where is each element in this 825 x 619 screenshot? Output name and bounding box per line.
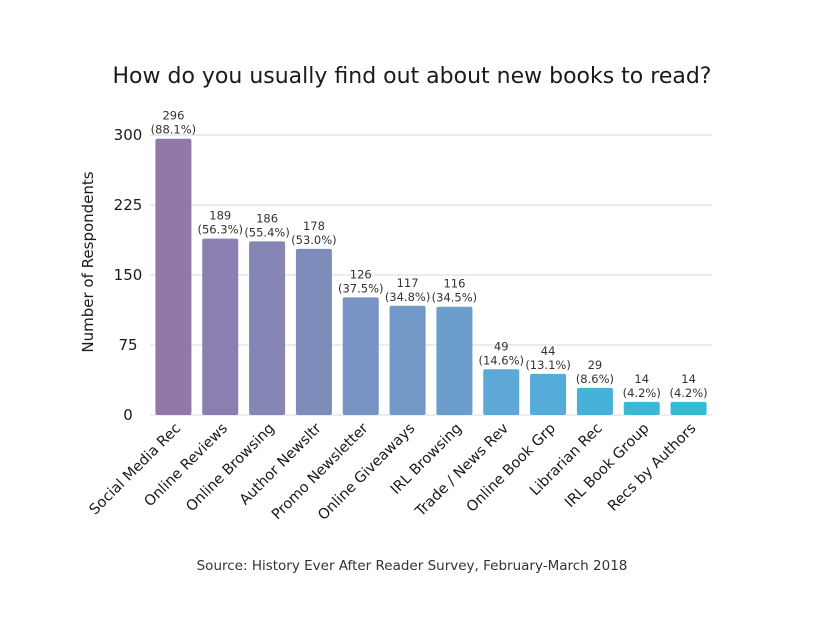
data-labels: 296(88.1%) 189(56.3%) 186(55.4%) 178(53.0%)… xyxy=(151,109,708,400)
x-tick-label: Online Browsing xyxy=(183,421,278,516)
y-tick-label: 150 xyxy=(114,266,143,284)
data-label-value: 44 xyxy=(541,344,556,358)
data-label-percent: (13.1%) xyxy=(525,358,571,372)
bar xyxy=(483,369,520,415)
source-note: Source: History Ever After Reader Survey… xyxy=(197,558,628,574)
data-label-percent: (4.2%) xyxy=(623,386,661,400)
y-axis-ticks: 0 75 150 225 300 xyxy=(114,126,143,424)
data-label-percent: (8.6%) xyxy=(576,372,614,386)
data-label-value: 178 xyxy=(303,219,325,233)
bar xyxy=(576,387,613,415)
y-tick-label: 75 xyxy=(118,336,137,354)
bar xyxy=(155,138,192,415)
bar xyxy=(670,401,707,415)
data-label-percent: (4.2%) xyxy=(669,386,707,400)
data-label-value: 126 xyxy=(350,267,372,281)
bar xyxy=(249,241,286,415)
data-label-value: 49 xyxy=(494,339,509,353)
data-label-value: 29 xyxy=(588,358,603,372)
data-label-value: 189 xyxy=(209,209,231,223)
data-label-percent: (37.5%) xyxy=(338,281,384,295)
data-label-value: 116 xyxy=(443,277,465,291)
data-label-value: 14 xyxy=(681,372,696,386)
x-tick-label: Author Newsltr xyxy=(237,420,325,508)
data-label-percent: (56.3%) xyxy=(197,223,243,237)
y-axis-label: Number of Respondents xyxy=(79,171,97,352)
data-label-percent: (34.8%) xyxy=(385,290,431,304)
data-label-value: 296 xyxy=(162,109,184,123)
y-tick-label: 0 xyxy=(123,406,133,424)
data-label-percent: (53.0%) xyxy=(291,233,337,247)
x-tick-label: Online Book Grp xyxy=(464,421,559,516)
bar xyxy=(342,297,379,415)
data-label-percent: (14.6%) xyxy=(478,353,524,367)
bar xyxy=(389,305,426,415)
y-tick-label: 300 xyxy=(114,126,143,144)
bar xyxy=(530,373,567,415)
data-label-percent: (55.4%) xyxy=(244,225,290,239)
chart-title: How do you usually find out about new bo… xyxy=(113,64,712,89)
gridlines xyxy=(150,134,712,416)
data-label-value: 117 xyxy=(397,276,419,290)
x-tick-label: IRL Book Group xyxy=(562,421,652,511)
x-tick-label: Recs by Authors xyxy=(605,421,699,515)
data-label-value: 14 xyxy=(634,372,649,386)
data-label-value: 186 xyxy=(256,211,278,225)
bar xyxy=(623,401,660,415)
x-tick-label: Online Reviews xyxy=(142,421,232,511)
data-label-percent: (34.5%) xyxy=(432,291,478,305)
bar xyxy=(202,238,239,415)
bar xyxy=(436,306,473,415)
data-label-percent: (88.1%) xyxy=(151,123,197,137)
y-tick-label: 225 xyxy=(114,196,143,214)
bars xyxy=(155,138,707,415)
bar xyxy=(295,248,332,415)
